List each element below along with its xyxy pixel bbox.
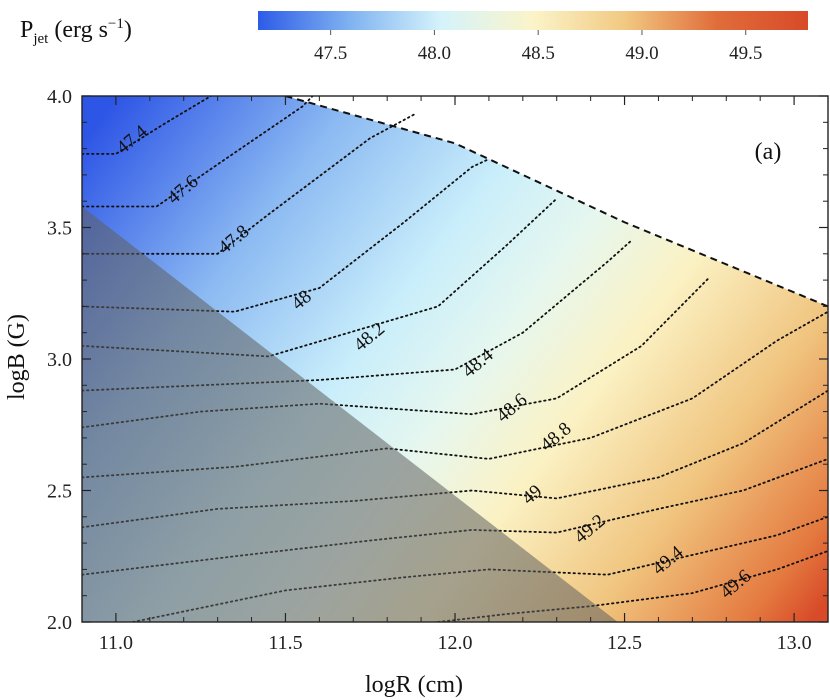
- panel-label: (a): [755, 139, 782, 165]
- colorbar-title-main: P: [20, 17, 34, 43]
- x-tick-label: 11.5: [268, 632, 302, 654]
- shaded-region: [82, 206, 618, 622]
- x-tick-label: 13.0: [777, 632, 812, 654]
- x-tick-label: 11.0: [99, 632, 133, 654]
- dashed-boundary: [285, 96, 828, 308]
- contour-line: [82, 113, 416, 255]
- colorbar-tick-label: 47.5: [314, 43, 347, 64]
- colorbar-tick-label: 49.5: [729, 43, 762, 64]
- y-tick-label: 2.5: [47, 481, 72, 503]
- x-axis-label: logR (cm): [365, 672, 463, 698]
- colorbar-title-unit: (erg s: [48, 17, 108, 43]
- colorbar-tick-label: 49.0: [625, 43, 658, 64]
- colorbar-title: Pjet (erg s−1): [20, 16, 132, 48]
- contour-line: [82, 96, 212, 155]
- y-tick-label: 4.0: [47, 86, 72, 108]
- x-tick-label: 12.0: [438, 632, 473, 654]
- y-axis-label: logB (G): [4, 314, 30, 400]
- y-tick-label: 2.0: [47, 612, 72, 634]
- colorbar-tick-label: 48.5: [522, 43, 555, 64]
- y-tick-label: 3.0: [47, 349, 72, 371]
- excluded-region: [285, 96, 828, 307]
- colorbar-title-exponent: −1: [107, 16, 124, 32]
- colorbar: 47.5 48.0 48.5 49.0 49.5: [258, 11, 808, 64]
- contour-line: [82, 239, 633, 392]
- contour-line: [82, 96, 314, 208]
- colorbar-title-sub: jet: [33, 30, 49, 47]
- plot-area: 47.447.647.84848.248.448.648.84949.249.4…: [82, 96, 828, 622]
- colorbar-title-close: ): [123, 17, 132, 43]
- plot-clip-group: 47.447.647.84848.248.448.648.84949.249.4…: [82, 96, 828, 622]
- axes: 11.0 11.5 12.0 12.5 13.0 2.0 2.5 3.0 3.5 4.0: [47, 86, 829, 654]
- contour-line: [82, 310, 828, 479]
- colorbar-tick-label: 48.0: [418, 43, 451, 64]
- colorbar-gradient: [258, 11, 808, 30]
- x-tick-label: 12.5: [607, 632, 642, 654]
- y-tick-label: 3.5: [47, 218, 72, 240]
